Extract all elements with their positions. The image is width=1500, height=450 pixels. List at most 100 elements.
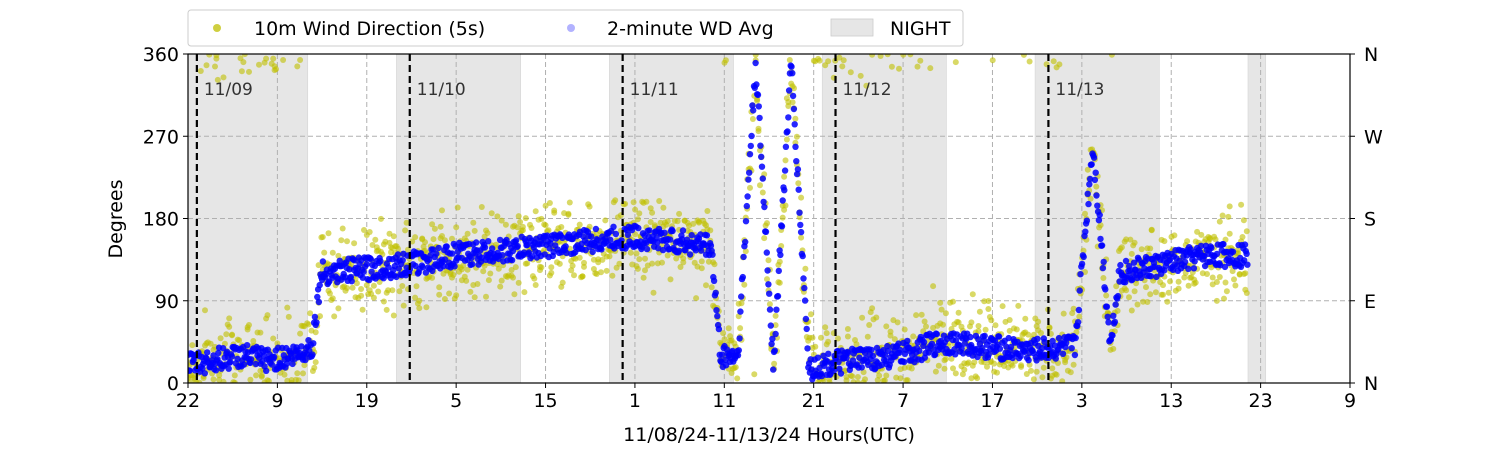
raw-point bbox=[796, 214, 803, 221]
avg-point bbox=[215, 349, 222, 357]
raw-point bbox=[640, 274, 647, 281]
raw-point bbox=[676, 210, 683, 217]
raw-point bbox=[721, 336, 728, 343]
avg-point bbox=[319, 258, 327, 265]
avg-point bbox=[243, 342, 251, 349]
avg-point bbox=[764, 267, 771, 274]
raw-point bbox=[471, 294, 478, 301]
raw-point bbox=[220, 378, 227, 383]
raw-point bbox=[901, 364, 908, 371]
raw-point bbox=[464, 266, 471, 273]
raw-point bbox=[329, 249, 336, 256]
raw-point bbox=[781, 173, 788, 180]
raw-point bbox=[825, 338, 832, 345]
raw-point bbox=[950, 365, 956, 372]
raw-point bbox=[1204, 271, 1210, 277]
avg-point bbox=[697, 231, 704, 238]
avg-point bbox=[895, 340, 902, 347]
avg-point bbox=[1100, 258, 1107, 266]
raw-point bbox=[258, 373, 265, 380]
avg-point bbox=[473, 239, 480, 246]
legend-raw-label: 10m Wind Direction (5s) bbox=[254, 18, 485, 40]
raw-point bbox=[454, 204, 461, 211]
avg-point bbox=[509, 247, 517, 255]
avg-point bbox=[933, 330, 940, 338]
raw-point bbox=[1100, 275, 1107, 281]
raw-point bbox=[927, 65, 934, 72]
avg-point bbox=[791, 121, 798, 128]
raw-point bbox=[976, 308, 983, 315]
raw-point bbox=[1113, 283, 1120, 290]
raw-point bbox=[253, 372, 260, 379]
raw-point bbox=[910, 333, 917, 340]
raw-point bbox=[795, 180, 802, 187]
raw-point bbox=[1070, 361, 1077, 368]
avg-point bbox=[435, 244, 442, 252]
avg-point bbox=[1244, 261, 1251, 268]
avg-point bbox=[259, 358, 266, 365]
raw-point bbox=[488, 210, 495, 217]
raw-point bbox=[725, 325, 732, 332]
raw-point bbox=[1076, 313, 1083, 320]
raw-point bbox=[372, 236, 379, 243]
raw-point bbox=[370, 294, 377, 301]
raw-point bbox=[429, 221, 436, 228]
raw-point bbox=[887, 332, 894, 339]
raw-point bbox=[380, 298, 387, 305]
avg-point bbox=[843, 354, 850, 362]
raw-point bbox=[847, 69, 854, 76]
avg-point bbox=[1104, 313, 1111, 320]
avg-point bbox=[1111, 318, 1119, 326]
avg-point bbox=[1055, 334, 1063, 342]
avg-point bbox=[1082, 228, 1089, 235]
avg-point bbox=[247, 356, 255, 363]
raw-point bbox=[1229, 268, 1236, 275]
x-tick-label: 7 bbox=[897, 390, 909, 412]
avg-point bbox=[779, 197, 786, 204]
raw-point bbox=[559, 279, 566, 286]
avg-point bbox=[610, 223, 617, 230]
raw-point bbox=[449, 235, 455, 242]
avg-point bbox=[252, 360, 260, 368]
raw-point bbox=[918, 311, 925, 318]
avg-point bbox=[686, 251, 694, 258]
raw-point bbox=[955, 309, 962, 316]
raw-point bbox=[405, 246, 411, 253]
raw-point bbox=[226, 323, 233, 330]
avg-point bbox=[1086, 181, 1093, 188]
raw-point bbox=[818, 334, 824, 341]
raw-point bbox=[1160, 282, 1166, 289]
raw-point bbox=[429, 274, 436, 281]
raw-point bbox=[634, 265, 641, 272]
raw-point bbox=[297, 330, 304, 337]
avg-point bbox=[753, 81, 760, 88]
raw-point bbox=[859, 314, 866, 321]
raw-point bbox=[667, 276, 674, 283]
avg-point bbox=[316, 281, 323, 289]
raw-point bbox=[246, 322, 252, 328]
raw-point bbox=[965, 359, 972, 366]
raw-point bbox=[757, 182, 763, 189]
raw-point bbox=[1144, 299, 1151, 305]
raw-point bbox=[1161, 238, 1168, 245]
avg-point bbox=[797, 221, 804, 229]
avg-point bbox=[528, 253, 536, 260]
avg-point bbox=[368, 268, 375, 275]
raw-point bbox=[992, 322, 999, 329]
avg-point bbox=[1109, 332, 1116, 339]
raw-point bbox=[294, 63, 301, 70]
raw-point bbox=[883, 323, 890, 330]
raw-point bbox=[913, 312, 920, 319]
raw-point bbox=[917, 57, 924, 64]
raw-point bbox=[677, 264, 684, 270]
raw-point bbox=[1185, 282, 1192, 289]
raw-point bbox=[263, 55, 270, 62]
raw-point bbox=[412, 294, 419, 301]
raw-point bbox=[556, 260, 563, 267]
raw-point bbox=[361, 227, 367, 233]
raw-point bbox=[786, 57, 793, 63]
raw-point bbox=[1093, 183, 1100, 190]
raw-point bbox=[297, 57, 304, 63]
avg-point bbox=[735, 347, 742, 354]
